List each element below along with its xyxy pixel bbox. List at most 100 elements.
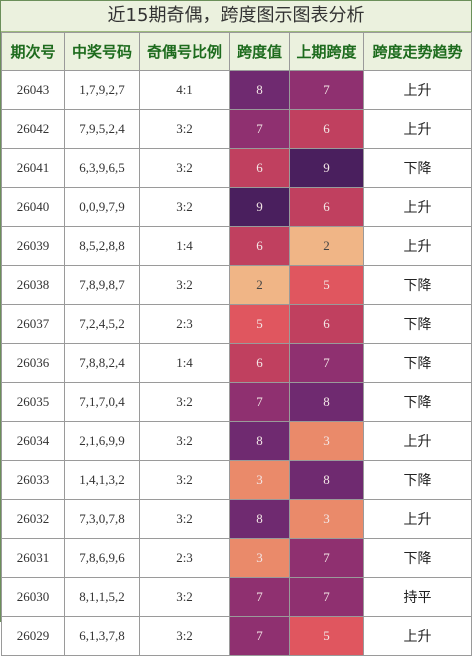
cell-span: 7 bbox=[229, 109, 290, 149]
cell-trend: 上升 bbox=[363, 421, 472, 461]
cell-numbers: 6,1,3,7,8 bbox=[64, 616, 140, 656]
cell-span: 8 bbox=[229, 70, 290, 110]
cell-numbers: 6,3,9,6,5 bbox=[64, 148, 140, 188]
table-row: 26039 8,5,2,8,8 1:4 6 2 上升 bbox=[1, 226, 472, 266]
table-row: 26030 8,1,1,5,2 3:2 7 7 持平 bbox=[1, 577, 472, 617]
cell-prev-span: 3 bbox=[289, 499, 364, 539]
cell-span: 6 bbox=[229, 226, 290, 266]
cell-trend: 上升 bbox=[363, 616, 472, 656]
cell-ratio: 3:2 bbox=[139, 109, 230, 149]
cell-trend: 下降 bbox=[363, 343, 472, 383]
cell-trend: 下降 bbox=[363, 538, 472, 578]
cell-span: 7 bbox=[229, 577, 290, 617]
cell-trend: 下降 bbox=[363, 148, 472, 188]
cell-trend: 持平 bbox=[363, 577, 472, 617]
cell-span: 3 bbox=[229, 460, 290, 500]
cell-numbers: 8,5,2,8,8 bbox=[64, 226, 140, 266]
cell-prev-span: 8 bbox=[289, 460, 364, 500]
cell-issue: 26030 bbox=[1, 577, 65, 617]
cell-trend: 上升 bbox=[363, 109, 472, 149]
cell-trend: 下降 bbox=[363, 265, 472, 305]
cell-trend: 上升 bbox=[363, 70, 472, 110]
table-row: 26034 2,1,6,9,9 3:2 8 3 上升 bbox=[1, 421, 472, 461]
cell-ratio: 3:2 bbox=[139, 382, 230, 422]
cell-ratio: 1:4 bbox=[139, 226, 230, 266]
cell-numbers: 7,8,9,8,7 bbox=[64, 265, 140, 305]
cell-issue: 26041 bbox=[1, 148, 65, 188]
cell-span: 2 bbox=[229, 265, 290, 305]
cell-numbers: 7,8,6,9,6 bbox=[64, 538, 140, 578]
cell-span: 7 bbox=[229, 616, 290, 656]
cell-trend: 上升 bbox=[363, 226, 472, 266]
cell-issue: 26034 bbox=[1, 421, 65, 461]
cell-span: 5 bbox=[229, 304, 290, 344]
cell-numbers: 2,1,6,9,9 bbox=[64, 421, 140, 461]
header-prev-span: 上期跨度 bbox=[289, 32, 364, 71]
cell-prev-span: 7 bbox=[289, 343, 364, 383]
cell-trend: 下降 bbox=[363, 460, 472, 500]
cell-ratio: 3:2 bbox=[139, 421, 230, 461]
header-span: 跨度值 bbox=[229, 32, 290, 71]
cell-prev-span: 5 bbox=[289, 265, 364, 305]
header-ratio: 奇偶号比例 bbox=[139, 32, 230, 71]
cell-trend: 上升 bbox=[363, 499, 472, 539]
cell-issue: 26038 bbox=[1, 265, 65, 305]
cell-prev-span: 9 bbox=[289, 148, 364, 188]
cell-ratio: 2:3 bbox=[139, 538, 230, 578]
cell-ratio: 3:2 bbox=[139, 460, 230, 500]
cell-prev-span: 6 bbox=[289, 109, 364, 149]
cell-numbers: 1,4,1,3,2 bbox=[64, 460, 140, 500]
cell-issue: 26036 bbox=[1, 343, 65, 383]
cell-numbers: 7,9,5,2,4 bbox=[64, 109, 140, 149]
cell-span: 6 bbox=[229, 343, 290, 383]
cell-prev-span: 7 bbox=[289, 70, 364, 110]
cell-span: 8 bbox=[229, 421, 290, 461]
cell-prev-span: 6 bbox=[289, 304, 364, 344]
table-row: 26033 1,4,1,3,2 3:2 3 8 下降 bbox=[1, 460, 472, 500]
cell-numbers: 7,1,7,0,4 bbox=[64, 382, 140, 422]
cell-span: 3 bbox=[229, 538, 290, 578]
cell-ratio: 1:4 bbox=[139, 343, 230, 383]
header-row: 期次号 中奖号码 奇偶号比例 跨度值 上期跨度 跨度走势趋势 bbox=[1, 32, 472, 71]
header-issue: 期次号 bbox=[1, 32, 65, 71]
table-row: 26029 6,1,3,7,8 3:2 7 5 上升 bbox=[1, 616, 472, 656]
table-row: 26038 7,8,9,8,7 3:2 2 5 下降 bbox=[1, 265, 472, 305]
cell-numbers: 1,7,9,2,7 bbox=[64, 70, 140, 110]
cell-ratio: 3:2 bbox=[139, 187, 230, 227]
page-title: 近15期奇偶，跨度图示图表分析 bbox=[1, 1, 471, 32]
cell-ratio: 3:2 bbox=[139, 616, 230, 656]
cell-trend: 下降 bbox=[363, 304, 472, 344]
cell-ratio: 2:3 bbox=[139, 304, 230, 344]
analysis-table: 期次号 中奖号码 奇偶号比例 跨度值 上期跨度 跨度走势趋势 26043 1,7,… bbox=[1, 32, 472, 656]
cell-prev-span: 7 bbox=[289, 538, 364, 578]
cell-ratio: 3:2 bbox=[139, 577, 230, 617]
cell-span: 8 bbox=[229, 499, 290, 539]
cell-trend: 上升 bbox=[363, 187, 472, 227]
cell-issue: 26039 bbox=[1, 226, 65, 266]
cell-issue: 26035 bbox=[1, 382, 65, 422]
table-row: 26037 7,2,4,5,2 2:3 5 6 下降 bbox=[1, 304, 472, 344]
cell-trend: 下降 bbox=[363, 382, 472, 422]
cell-issue: 26040 bbox=[1, 187, 65, 227]
cell-numbers: 0,0,9,7,9 bbox=[64, 187, 140, 227]
cell-issue: 26033 bbox=[1, 460, 65, 500]
cell-numbers: 7,3,0,7,8 bbox=[64, 499, 140, 539]
cell-issue: 26037 bbox=[1, 304, 65, 344]
cell-span: 7 bbox=[229, 382, 290, 422]
header-numbers: 中奖号码 bbox=[64, 32, 140, 71]
cell-issue: 26043 bbox=[1, 70, 65, 110]
table-row: 26042 7,9,5,2,4 3:2 7 6 上升 bbox=[1, 109, 472, 149]
cell-span: 9 bbox=[229, 187, 290, 227]
cell-issue: 26032 bbox=[1, 499, 65, 539]
table-row: 26040 0,0,9,7,9 3:2 9 6 上升 bbox=[1, 187, 472, 227]
header-trend: 跨度走势趋势 bbox=[363, 32, 472, 71]
cell-numbers: 7,8,8,2,4 bbox=[64, 343, 140, 383]
cell-prev-span: 8 bbox=[289, 382, 364, 422]
cell-issue: 26042 bbox=[1, 109, 65, 149]
table-row: 26036 7,8,8,2,4 1:4 6 7 下降 bbox=[1, 343, 472, 383]
cell-prev-span: 5 bbox=[289, 616, 364, 656]
cell-numbers: 8,1,1,5,2 bbox=[64, 577, 140, 617]
cell-span: 6 bbox=[229, 148, 290, 188]
cell-ratio: 4:1 bbox=[139, 70, 230, 110]
cell-ratio: 3:2 bbox=[139, 499, 230, 539]
